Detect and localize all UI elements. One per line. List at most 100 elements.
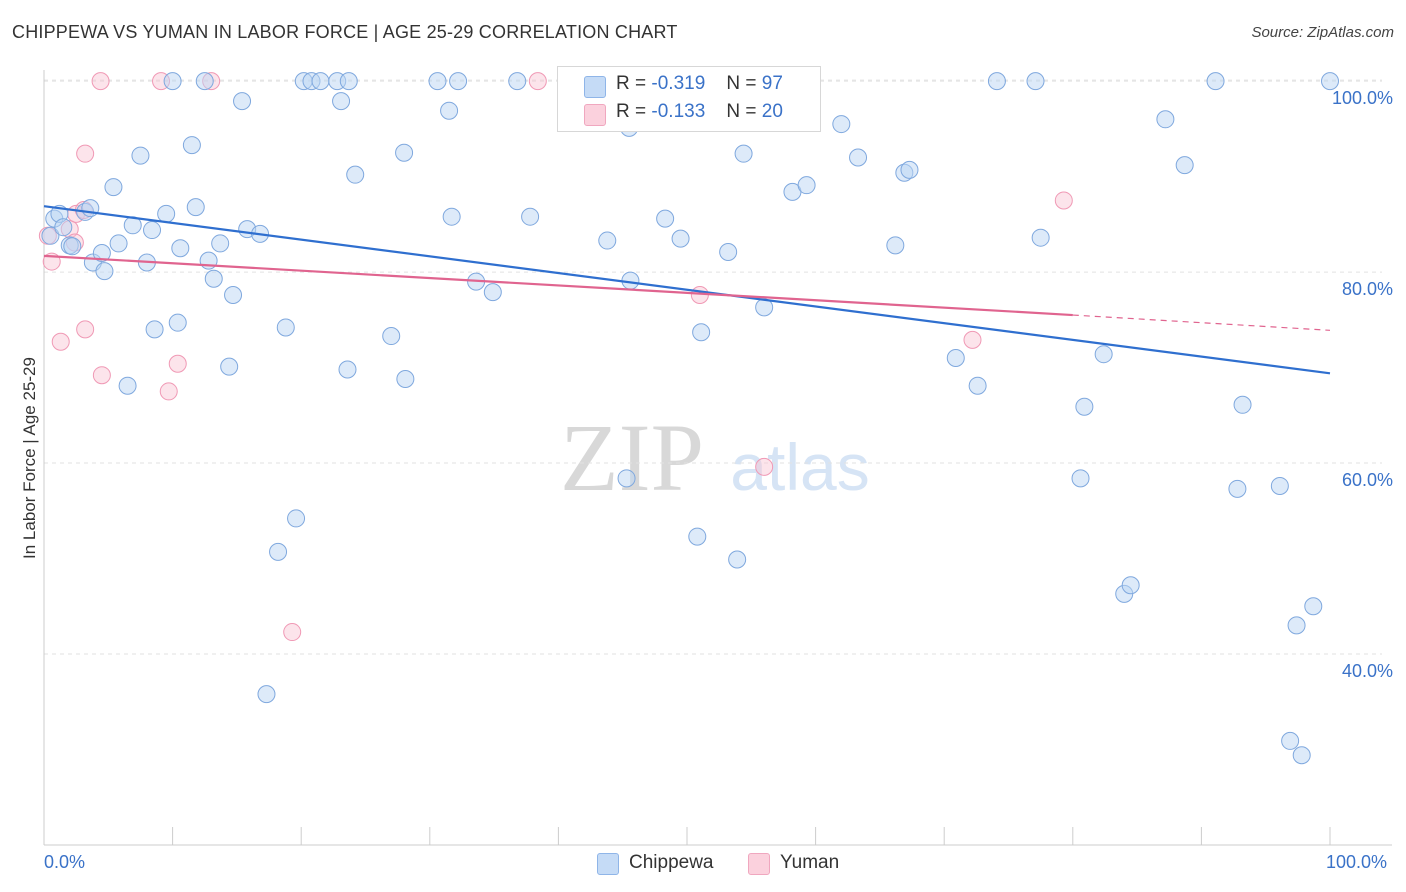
chippewa-point-73 bbox=[832, 115, 851, 134]
chippewa-point-3 bbox=[54, 218, 73, 237]
chippewa-point-65 bbox=[692, 323, 711, 342]
yuman-point-7 bbox=[76, 144, 95, 163]
legend-swatch-chippewa bbox=[584, 76, 606, 98]
chippewa-point-88 bbox=[1156, 110, 1175, 129]
chippewa-point-58 bbox=[617, 469, 636, 488]
chippewa-point-51 bbox=[442, 207, 461, 226]
chippewa-point-98 bbox=[1321, 72, 1339, 91]
chippewa-point-85 bbox=[1094, 345, 1113, 364]
y-tick-labels: 40.0% 60.0% 80.0% 100.0% bbox=[1332, 88, 1393, 681]
chippewa-point-56 bbox=[521, 207, 540, 226]
chippewa-point-80 bbox=[987, 72, 1006, 91]
yuman-point-15 bbox=[283, 623, 302, 642]
chippewa-point-0 bbox=[41, 226, 60, 245]
chippewa-point-40 bbox=[311, 72, 330, 91]
chippewa-point-74 bbox=[849, 148, 868, 167]
yuman-point-18 bbox=[755, 457, 774, 476]
chippewa-point-79 bbox=[968, 376, 987, 395]
chippewa-point-43 bbox=[338, 360, 357, 379]
chippewa-point-42 bbox=[332, 92, 351, 111]
chippewa-point-21 bbox=[168, 313, 187, 332]
chippewa-point-92 bbox=[1233, 395, 1252, 414]
chippewa-point-29 bbox=[220, 357, 239, 376]
yuman-trend-extension bbox=[1072, 314, 1331, 331]
y-tick-label-60: 60.0% bbox=[1342, 470, 1393, 490]
chippewa-point-84 bbox=[1075, 397, 1094, 416]
chippewa-point-44 bbox=[339, 72, 358, 91]
yuman-points bbox=[38, 72, 1073, 642]
chippewa-point-67 bbox=[719, 243, 738, 262]
chippewa-point-47 bbox=[395, 143, 414, 162]
yuman-point-12 bbox=[159, 382, 178, 401]
chippewa-point-19 bbox=[157, 204, 176, 223]
chippewa-point-96 bbox=[1292, 746, 1311, 765]
chippewa-point-13 bbox=[118, 376, 137, 395]
chippewa-point-9 bbox=[92, 243, 111, 262]
chippewa-point-54 bbox=[483, 283, 502, 302]
chippewa-point-64 bbox=[688, 527, 707, 546]
chippewa-point-18 bbox=[145, 320, 164, 339]
yuman-point-9 bbox=[92, 366, 111, 385]
yuman-point-16 bbox=[528, 72, 547, 91]
chippewa-point-91 bbox=[1228, 479, 1247, 498]
chippewa-point-69 bbox=[734, 144, 753, 163]
chippewa-point-83 bbox=[1071, 469, 1090, 488]
bottom-legend-label-chippewa: Chippewa bbox=[629, 852, 714, 873]
chippewa-point-28 bbox=[211, 234, 230, 253]
chippewa-point-77 bbox=[900, 160, 919, 179]
watermark: ZIP atlas bbox=[560, 404, 870, 511]
chippewa-point-62 bbox=[656, 209, 675, 228]
x-tick-label-min: 0.0% bbox=[44, 852, 86, 872]
chippewa-point-82 bbox=[1031, 228, 1050, 247]
chippewa-point-50 bbox=[440, 101, 459, 120]
chippewa-point-46 bbox=[382, 327, 401, 346]
watermark-atlas: atlas bbox=[730, 430, 869, 504]
chippewa-point-94 bbox=[1281, 731, 1300, 750]
chippewa-point-27 bbox=[204, 269, 223, 288]
chippewa-points bbox=[41, 72, 1339, 765]
chippewa-point-57 bbox=[598, 231, 617, 250]
chippewa-point-90 bbox=[1206, 72, 1225, 91]
legend-r-label: R = bbox=[616, 73, 647, 94]
chippewa-point-22 bbox=[171, 239, 190, 258]
chippewa-point-72 bbox=[797, 176, 816, 195]
chippewa-point-68 bbox=[728, 550, 747, 569]
chippewa-point-45 bbox=[346, 165, 365, 184]
yuman-point-13 bbox=[168, 354, 187, 373]
legend: R = -0.319 N = 97 R = -0.133 N = 20 bbox=[557, 66, 821, 132]
chart-title: CHIPPEWA VS YUMAN IN LABOR FORCE | AGE 2… bbox=[12, 22, 678, 42]
yuman-point-2 bbox=[51, 332, 70, 351]
legend-n-value: 97 bbox=[761, 73, 783, 94]
chippewa-point-49 bbox=[428, 72, 447, 91]
y-tick-label-100: 100.0% bbox=[1332, 88, 1393, 108]
yuman-point-10 bbox=[91, 72, 110, 91]
y-tick-label-40: 40.0% bbox=[1342, 661, 1393, 681]
legend-n-value: 20 bbox=[761, 101, 783, 122]
chippewa-point-34 bbox=[257, 685, 276, 704]
chippewa-point-20 bbox=[163, 72, 182, 91]
yuman-point-20 bbox=[1054, 191, 1073, 210]
chippewa-point-15 bbox=[131, 146, 150, 165]
legend-n-label: N = bbox=[726, 101, 757, 122]
yuman-trend-line bbox=[43, 254, 1073, 317]
chippewa-point-81 bbox=[1026, 72, 1045, 91]
chippewa-point-87 bbox=[1121, 576, 1140, 595]
legend-n-label: N = bbox=[726, 73, 757, 94]
chippewa-point-24 bbox=[186, 198, 205, 217]
chippewa-point-10 bbox=[95, 262, 114, 281]
watermark-zip: ZIP bbox=[560, 404, 704, 511]
legend-swatch-yuman bbox=[584, 104, 606, 126]
chippewa-point-36 bbox=[276, 318, 295, 337]
yuman-point-19 bbox=[963, 330, 982, 349]
grid-lines bbox=[44, 79, 1382, 655]
trend-lines bbox=[43, 205, 1331, 375]
y-tick-label-80: 80.0% bbox=[1342, 279, 1393, 299]
chippewa-point-12 bbox=[109, 234, 128, 253]
chippewa-point-23 bbox=[182, 136, 201, 155]
chippewa-point-11 bbox=[104, 178, 123, 197]
yuman-point-8 bbox=[76, 320, 95, 339]
legend-r-value: -0.319 bbox=[651, 73, 706, 94]
chippewa-point-89 bbox=[1175, 156, 1194, 175]
chippewa-point-17 bbox=[143, 221, 162, 240]
